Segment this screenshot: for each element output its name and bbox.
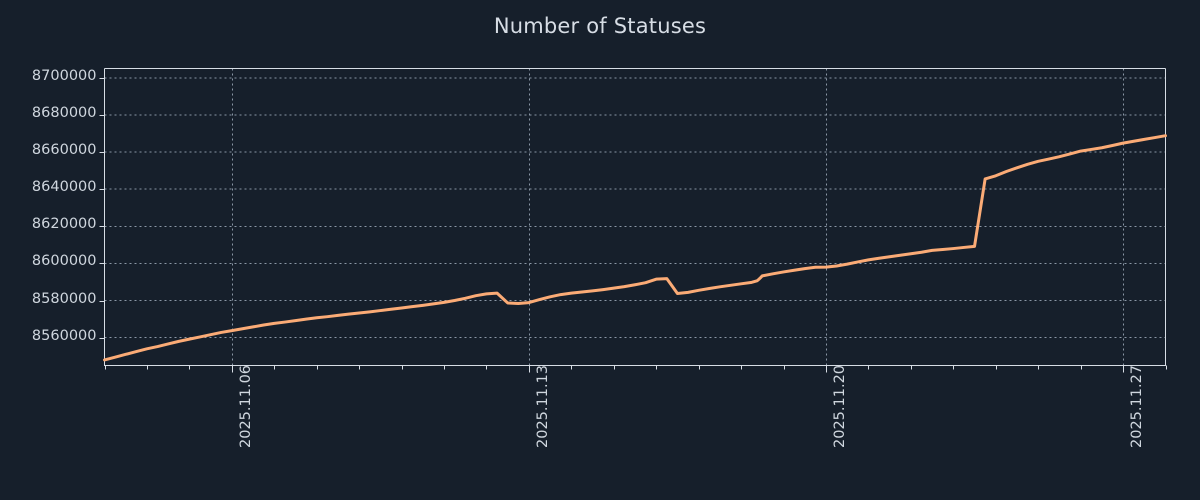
y-tick-label: 8620000 xyxy=(31,216,97,233)
x-tick-label: 2025.11.13 xyxy=(534,364,551,448)
y-tick-label: 8560000 xyxy=(31,327,97,344)
y-tick-label: 8580000 xyxy=(31,290,97,307)
chart-title: Number of Statuses xyxy=(493,14,707,38)
y-tick-label: 8700000 xyxy=(31,67,97,84)
y-tick-label: 8660000 xyxy=(31,142,97,159)
x-tick-label: 2025.11.20 xyxy=(831,364,848,448)
y-tick-label: 8640000 xyxy=(31,179,97,196)
y-tick-label: 8600000 xyxy=(31,253,97,270)
x-tick-label: 2025.11.06 xyxy=(237,364,254,448)
axis-frame xyxy=(103,68,1167,367)
data-series-line xyxy=(103,134,1167,362)
x-tick-label: 2025.11.27 xyxy=(1129,364,1146,448)
y-tick-label: 8680000 xyxy=(31,104,97,121)
